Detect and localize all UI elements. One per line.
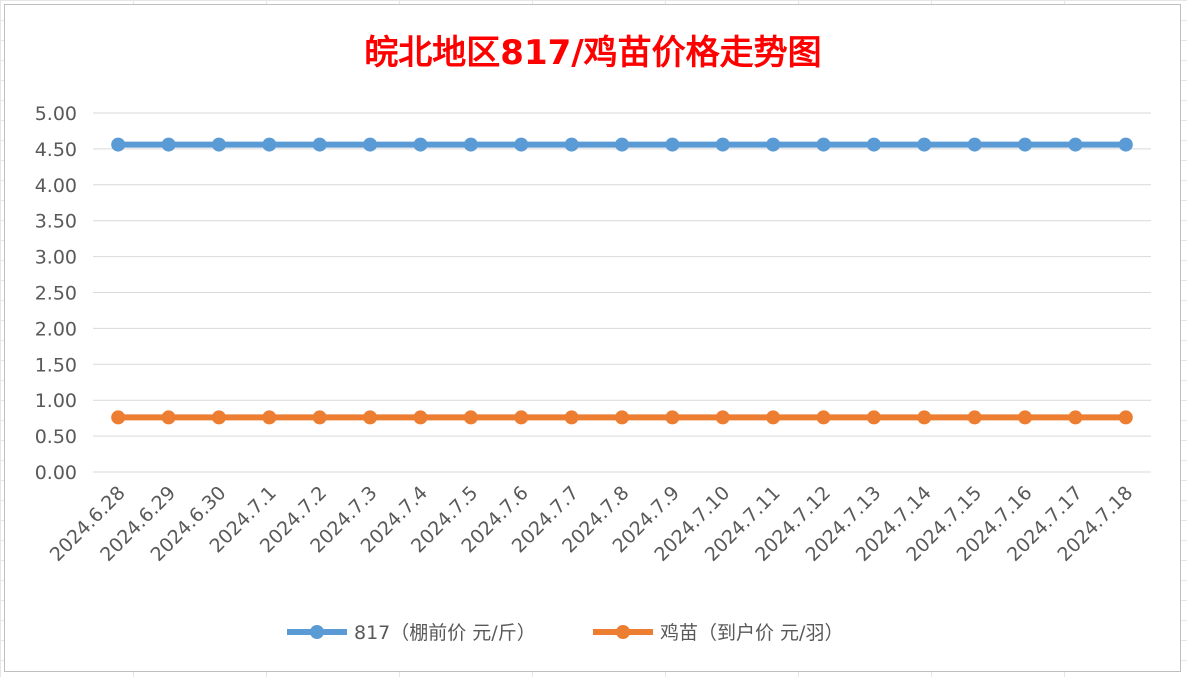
- data-point: [615, 410, 629, 425]
- data-point: [766, 137, 781, 152]
- data-point: [866, 410, 881, 425]
- data-point: [161, 410, 176, 425]
- y-tick-label: 2.00: [35, 318, 77, 340]
- data-point: [161, 137, 176, 152]
- data-point: [211, 410, 226, 425]
- y-tick-label: 1.50: [35, 354, 77, 376]
- data-point: [665, 137, 680, 152]
- y-tick-label: 2.50: [35, 283, 77, 305]
- y-tick-label: 0.00: [35, 462, 77, 484]
- data-point: [262, 410, 277, 425]
- legend-label: 817（棚前价 元/斤）: [354, 622, 536, 644]
- y-tick-label: 5.00: [35, 103, 77, 125]
- legend-label: 鸡苗（到户价 元/羽）: [660, 622, 843, 644]
- data-point: [413, 137, 428, 152]
- chart-title: 皖北地区817/鸡苗价格走势图: [364, 33, 821, 73]
- y-tick-label: 3.50: [35, 211, 77, 233]
- data-point: [917, 137, 932, 152]
- data-point: [1068, 137, 1083, 152]
- data-point: [665, 410, 680, 425]
- data-point: [1118, 410, 1133, 425]
- data-point: [615, 137, 629, 152]
- x-axis-ticks: 2024.6.282024.6.292024.6.302024.7.12024.…: [46, 482, 1138, 566]
- data-point: [564, 410, 579, 425]
- data-point: [413, 410, 428, 425]
- series-group: [111, 137, 1133, 425]
- data-point: [866, 137, 881, 152]
- data-point: [715, 410, 730, 425]
- data-point: [1018, 137, 1033, 152]
- data-point: [816, 410, 831, 425]
- data-point: [816, 137, 831, 152]
- data-point: [967, 410, 982, 425]
- data-point: [463, 137, 478, 152]
- data-point: [766, 410, 781, 425]
- chart-area[interactable]: 皖北地区817/鸡苗价格走势图 0.00 0.50 1.00 1.50 2.00 2.50…: [4, 4, 1181, 672]
- data-point: [1118, 137, 1133, 152]
- data-point: [211, 137, 226, 152]
- data-point: [312, 410, 327, 425]
- data-point: [463, 410, 478, 425]
- y-tick-label: 1.00: [35, 390, 77, 412]
- data-point: [514, 137, 529, 152]
- data-point: [917, 410, 932, 425]
- data-point: [564, 137, 579, 152]
- data-point: [363, 137, 378, 152]
- y-tick-label: 4.50: [35, 139, 77, 161]
- y-tick-label: 3.00: [35, 247, 77, 269]
- data-point: [967, 137, 982, 152]
- data-point: [262, 137, 277, 152]
- data-point: [715, 137, 730, 152]
- data-point: [363, 410, 378, 425]
- data-point: [111, 137, 126, 152]
- y-axis-ticks: 0.00 0.50 1.00 1.50 2.00 2.50 3.00 3.50 4.00 4.50…: [35, 103, 77, 484]
- data-point: [312, 137, 327, 152]
- legend-swatch-marker: [310, 625, 324, 639]
- data-point: [1018, 410, 1033, 425]
- data-point: [514, 410, 529, 425]
- line-chart: 皖北地区817/鸡苗价格走势图 0.00 0.50 1.00 1.50 2.00 2.50…: [35, 33, 1151, 644]
- legend-swatch-marker: [616, 625, 630, 639]
- y-tick-label: 4.00: [35, 175, 77, 197]
- data-point: [1068, 410, 1083, 425]
- y-tick-label: 0.50: [35, 426, 77, 448]
- legend: 817（棚前价 元/斤） 鸡苗（到户价 元/羽）: [287, 622, 843, 644]
- data-point: [111, 410, 126, 425]
